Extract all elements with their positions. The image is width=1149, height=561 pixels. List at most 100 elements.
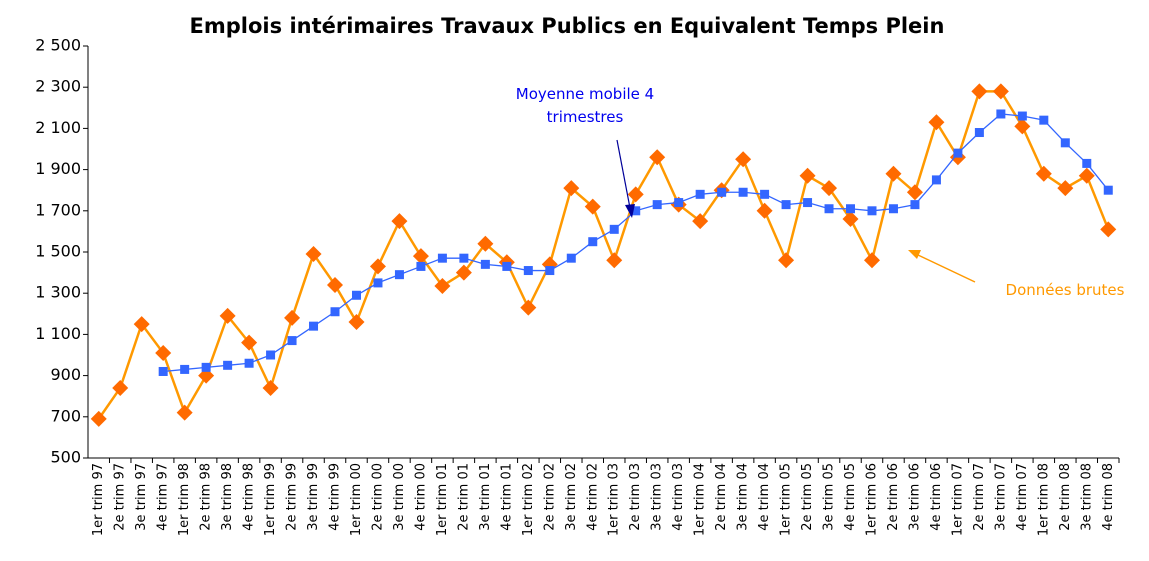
arrow [616,139,631,209]
marker [477,235,494,252]
marker [416,261,426,271]
marker [176,404,193,421]
marker [455,264,472,281]
marker [348,314,365,331]
marker [520,299,537,316]
x-tick-label: 2e trim 02 [542,463,557,531]
marker [391,213,408,230]
marker [241,334,258,351]
marker [588,237,598,247]
marker [502,261,512,271]
plot: 500 700 900 1 100 1 300 1 500 1 700 1 900 2 100 2… [35,36,1120,536]
x-tick-label: 2e trim 08 [1058,463,1073,531]
marker [351,290,361,300]
marker [287,336,297,346]
x-tick-label: 1er trim 01 [435,463,450,536]
marker [799,167,816,184]
x-tick-label: 4e trim 99 [328,463,343,531]
marker [480,259,490,269]
marker [910,200,920,210]
x-tick-label: 4e trim 04 [757,463,772,531]
marker [284,309,301,326]
x-tick-label: 1er trim 05 [779,463,794,536]
marker [1082,158,1092,168]
x-tick-label: 4e trim 97 [156,463,171,531]
x-tick-label: 1er trim 07 [950,463,965,536]
x-tick-label: 3e trim 99 [306,463,321,531]
marker [652,200,662,210]
x-tick-label: 1er trim 02 [521,463,536,536]
x-tick-label: 4e trim 03 [671,463,686,531]
marker [566,253,576,263]
marker [201,362,211,372]
x-tick-label: 3e trim 01 [478,463,493,531]
y-tick-label: 1 500 [35,242,81,261]
marker [717,187,727,197]
y-tick-label: 500 [50,448,81,467]
x-tick-label: 2e trim 00 [370,463,385,531]
marker [609,224,619,234]
x-tick-label: 1er trim 99 [263,463,278,536]
x-tick-label: 2e trim 06 [886,463,901,531]
marker [180,364,190,374]
chart-title: Emplois intérimaires Travaux Publics en … [190,14,945,38]
x-tick-label: 4e trim 07 [1015,463,1030,531]
marker [996,109,1006,119]
series-line [97,90,1110,420]
x-tick-label: 2e trim 99 [285,463,300,531]
y-tick-label: 700 [50,406,81,425]
marker [327,276,344,293]
marker [1039,115,1049,125]
y-tick-label: 1 700 [35,200,81,219]
marker [219,307,236,324]
x-tick-label: 3e trim 00 [392,463,407,531]
x-tick-label: 2e trim 98 [199,463,214,531]
marker [803,198,813,208]
marker [778,252,795,269]
marker [266,350,276,360]
marker [631,206,641,216]
x-tick-label: 3e trim 05 [822,463,837,531]
marker [1060,138,1070,148]
x-tick-label: 3e trim 04 [736,463,751,531]
x-tick-label: 3e trim 07 [993,463,1008,531]
marker [738,187,748,197]
marker [1078,167,1095,184]
marker [974,128,984,138]
x-tick-label: 4e trim 05 [843,463,858,531]
x-tick-label: 1er trim 98 [177,463,192,536]
x-tick-label: 4e trim 08 [1101,463,1116,531]
marker [606,252,623,269]
marker [928,114,945,131]
marker [90,410,107,427]
marker [649,149,666,166]
marker [223,360,233,370]
x-tick-label: 1er trim 06 [864,463,879,536]
y-tick-label: 2 500 [35,36,81,55]
marker [842,211,859,228]
x-tick-label: 3e trim 06 [907,463,922,531]
marker [305,246,322,263]
x-tick-label: 2e trim 03 [628,463,643,531]
marker [545,266,555,276]
marker [867,206,877,216]
marker [824,204,834,214]
marker [885,165,902,182]
x-tick-label: 2e trim 05 [800,463,815,531]
marker [1035,165,1052,182]
marker [1103,185,1113,195]
marker [821,180,838,197]
marker [931,175,941,185]
marker [262,379,279,396]
marker [888,204,898,214]
marker [1014,118,1031,135]
x-tick-label: 2e trim 97 [113,463,128,531]
x-tick-label: 3e trim 02 [564,463,579,531]
arrow-head [908,250,921,259]
marker [563,180,580,197]
marker [330,307,340,317]
x-tick-label: 1er trim 03 [607,463,622,536]
marker [906,184,923,201]
